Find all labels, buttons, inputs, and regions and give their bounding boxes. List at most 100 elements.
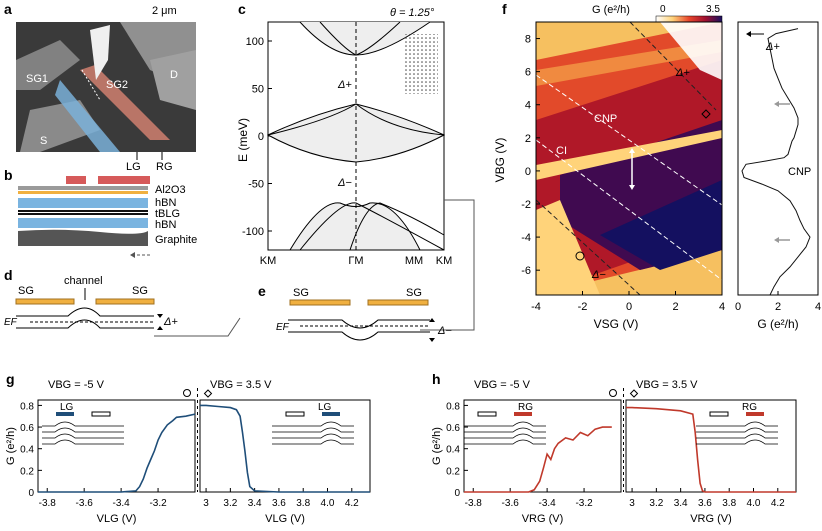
gap-plus-label: Δ+ <box>337 79 352 91</box>
gate-bar-inactive <box>285 411 305 417</box>
gap-minus-label: Δ− <box>337 177 352 189</box>
x-axis-label-right: VLG (V) <box>265 513 305 525</box>
gate-label-rg: RG <box>156 161 173 173</box>
panel-b: b Al2O3 hBN tBLG hBN Graphite <box>4 167 197 258</box>
colorbar-min: 0 <box>660 4 666 15</box>
x-tick-k2: KM <box>436 255 453 267</box>
diamond-marker-icon <box>629 389 639 398</box>
x-tick-label: 2 <box>672 301 678 313</box>
x-axis-label-left: VRG (V) <box>522 513 564 525</box>
x-tick-label: 3.2 <box>649 498 663 509</box>
annotation-ci: CI <box>556 145 567 157</box>
sg-right-label: SG <box>406 287 422 299</box>
colorbar-label: G (e²/h) <box>592 4 630 16</box>
gate-label: RG <box>742 402 757 413</box>
scalebar-label: 2 μm <box>152 5 177 17</box>
right-title: VBG = 3.5 V <box>210 379 272 391</box>
layer-label-graphite: Graphite <box>155 234 197 246</box>
side-annotation-cnp: CNP <box>788 166 811 178</box>
y-tick-label: 4 <box>525 100 531 112</box>
x-tick-label: 3.8 <box>722 498 736 509</box>
y-tick-label: 0 <box>454 488 460 499</box>
gate-bar-inactive <box>91 411 111 417</box>
gate-label-lg: LG <box>126 161 141 173</box>
y-tick-label: 2 <box>525 133 531 145</box>
annotation-cnp: CNP <box>594 113 617 125</box>
colorbar-max: 3.5 <box>706 4 720 15</box>
ef-label: EF <box>276 322 290 333</box>
side-trace <box>741 28 811 296</box>
x-tick-label: -3.2 <box>575 498 593 509</box>
ef-label: EF <box>4 317 18 328</box>
panel-label: a <box>4 1 12 17</box>
circle-marker-icon <box>183 389 191 397</box>
y-tick-label: 0.8 <box>446 401 460 412</box>
left-title: VBG = -5 V <box>474 379 531 391</box>
right-title: VBG = 3.5 V <box>636 379 698 391</box>
x-tick-label: 3.6 <box>698 498 712 509</box>
panel-a: a SG1 SG2 D S 2 μm LG RG <box>4 1 196 173</box>
x-tick-label: 4.0 <box>321 498 335 509</box>
x-tick-label: -3.4 <box>539 498 557 509</box>
gate-bar <box>56 412 74 416</box>
hbn-top-layer <box>18 198 148 208</box>
moire-lattice-icon <box>404 34 438 94</box>
gate-label: LG <box>60 402 74 413</box>
panel-label: c <box>238 1 246 17</box>
channel-label: channel <box>64 275 103 287</box>
y-tick-label: 8 <box>525 34 531 46</box>
y-tick-label: -50 <box>248 179 264 191</box>
x-tick-label: -3.6 <box>502 498 520 509</box>
diamond-marker-icon <box>203 389 213 398</box>
x-tick-label: -3.8 <box>465 498 483 509</box>
sg-left-label: SG <box>293 287 309 299</box>
x-tick-m: MM <box>405 255 423 267</box>
side-x-tick-label: 2 <box>775 301 781 313</box>
side-x-tick-label: 4 <box>815 301 821 313</box>
y-tick-label: 6 <box>525 67 531 79</box>
layer-label-hbn-bottom: hBN <box>155 219 176 231</box>
layer-label-hbn-top: hBN <box>155 197 176 209</box>
x-tick-label: 3.8 <box>296 498 310 509</box>
y-tick-label: 0.6 <box>20 423 34 434</box>
x-tick-label: 3.2 <box>223 498 237 509</box>
x-tick-label: 4 <box>719 301 725 313</box>
x-tick-label: 4.2 <box>345 498 359 509</box>
region-label-d: D <box>170 69 178 81</box>
y-tick-label: -2 <box>521 199 531 211</box>
panel-label: b <box>4 167 13 183</box>
right-frame <box>199 399 371 493</box>
gate-bar <box>322 412 340 416</box>
x-axis-label-right: VRG (V) <box>690 513 732 525</box>
y-tick-label: 0.2 <box>446 466 460 477</box>
y-tick-label: -100 <box>242 226 264 238</box>
y-axis-label: G (e²/h) <box>5 427 17 465</box>
layer-label-al2o3: Al2O3 <box>155 184 186 196</box>
y-tick-label: 0.8 <box>20 401 34 412</box>
gate-label: RG <box>518 402 533 413</box>
series-line <box>464 426 612 493</box>
circle-marker-icon <box>609 389 617 397</box>
layer-label-tblg: tBLG <box>155 208 180 220</box>
x-tick-k1: KM <box>260 255 277 267</box>
panel-label: d <box>4 267 13 283</box>
x-tick-label: 3.4 <box>674 498 688 509</box>
series-line <box>38 413 196 493</box>
y-axis-label: VBG (V) <box>493 138 507 183</box>
gap-label: Δ− <box>437 325 452 337</box>
y-tick-label: 0 <box>525 166 531 178</box>
x-tick-label: -3.2 <box>149 498 167 509</box>
x-tick-label: -4 <box>531 301 541 313</box>
gate-bar <box>514 412 532 416</box>
gate-bar-inactive <box>709 411 729 417</box>
gate-bar-inactive <box>477 411 497 417</box>
series-line <box>626 406 796 493</box>
y-tick-label: 0.2 <box>20 466 34 477</box>
panel-g: g VBG = -5 V VBG = 3.5 V 0.8 0.6 0.4 0.2 0 G (e²… <box>5 371 371 525</box>
gap-label: Δ+ <box>163 316 178 328</box>
y-tick-label: 0.6 <box>446 423 460 434</box>
y-tick-label: 0 <box>28 488 34 499</box>
x-tick-label: 3.4 <box>248 498 262 509</box>
y-tick-label: -6 <box>521 265 531 277</box>
